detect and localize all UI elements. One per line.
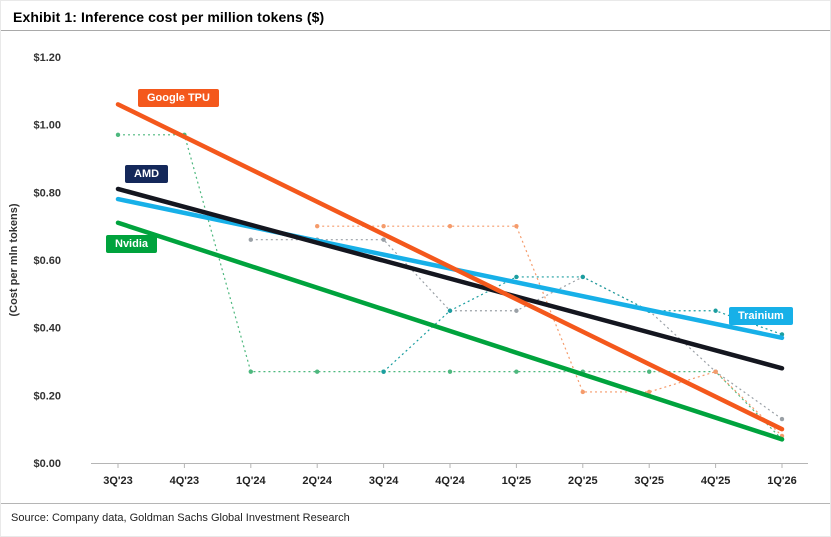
svg-text:1Q'25: 1Q'25 (502, 475, 532, 487)
svg-text:1Q'24: 1Q'24 (236, 475, 266, 487)
svg-text:$0.00: $0.00 (33, 458, 61, 470)
svg-text:$0.40: $0.40 (33, 323, 61, 335)
svg-text:3Q'23: 3Q'23 (103, 475, 133, 487)
svg-text:4Q'24: 4Q'24 (435, 475, 465, 487)
series-label-trainium: Trainium (729, 307, 793, 325)
inference-cost-line-chart: 3Q'23 4Q'23 1Q'24 2Q'24 3Q'24 4Q'24 1Q'25 2Q'25… (8, 52, 808, 487)
svg-text:$0.60: $0.60 (33, 255, 61, 267)
source-note: Source: Company data, Goldman Sachs Glob… (11, 512, 350, 524)
chart-title: Exhibit 1: Inference cost per million to… (13, 9, 325, 25)
svg-text:$1.20: $1.20 (33, 52, 61, 64)
svg-text:$1.00: $1.00 (33, 120, 61, 132)
svg-text:3Q'25: 3Q'25 (634, 475, 664, 487)
svg-text:2Q'25: 2Q'25 (568, 475, 598, 487)
chart-area: 3Q'23 4Q'23 1Q'24 2Q'24 3Q'24 4Q'24 1Q'25 2Q'25… (3, 35, 828, 497)
svg-text:3Q'24: 3Q'24 (369, 475, 399, 487)
source-divider (1, 503, 830, 504)
svg-text:2Q'24: 2Q'24 (302, 475, 332, 487)
series-label-amd: AMD (125, 165, 169, 183)
svg-text:$0.80: $0.80 (33, 187, 61, 199)
svg-text:4Q'25: 4Q'25 (701, 475, 731, 487)
svg-text:4Q'23: 4Q'23 (170, 475, 200, 487)
svg-text:$0.20: $0.20 (33, 390, 61, 402)
title-divider (1, 30, 830, 31)
series-label-nvidia: Nvidia (106, 235, 158, 253)
svg-text:(Cost per mln tokens): (Cost per mln tokens) (8, 203, 20, 316)
series-label-google-tpu: Google TPU (138, 89, 219, 107)
svg-text:1Q'26: 1Q'26 (767, 475, 797, 487)
